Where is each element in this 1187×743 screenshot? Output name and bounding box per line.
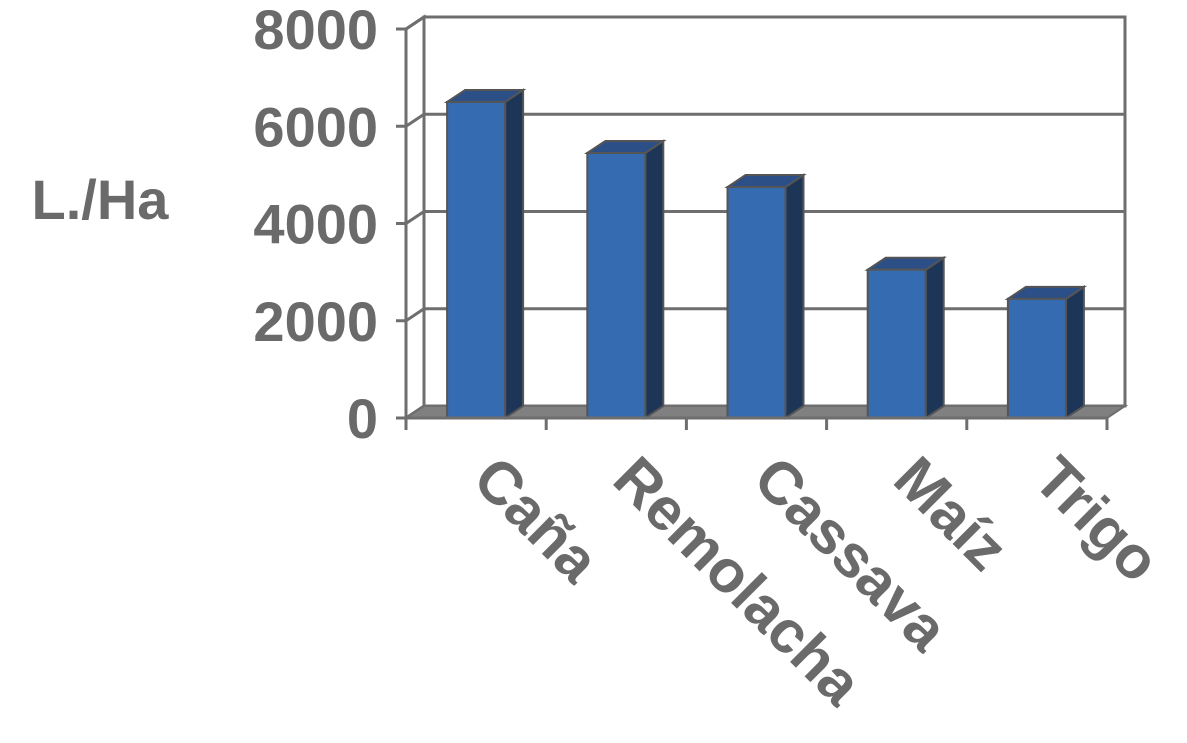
y-tick-label: 6000 bbox=[253, 95, 378, 158]
bar bbox=[724, 173, 807, 420]
x-tick-label: Caña bbox=[461, 444, 613, 596]
bar-front bbox=[446, 100, 507, 419]
y-tick-label: 0 bbox=[347, 387, 378, 450]
bar-side bbox=[924, 255, 945, 420]
bars bbox=[443, 88, 1088, 420]
bar bbox=[864, 255, 948, 420]
bar-side bbox=[784, 173, 805, 420]
x-tick-label: Trigo bbox=[1022, 444, 1173, 595]
bar-front bbox=[586, 151, 647, 419]
y-axis-label: L./Ha bbox=[32, 168, 170, 231]
y-tick-labels: 0 2000 4000 6000 8000 bbox=[253, 0, 378, 450]
bar-front bbox=[726, 186, 787, 419]
y-tick-label: 4000 bbox=[253, 193, 378, 256]
y-tick-label: 2000 bbox=[253, 290, 378, 353]
bar-front bbox=[866, 268, 927, 419]
bar-side bbox=[644, 139, 665, 420]
bar-side bbox=[1064, 285, 1085, 420]
bar bbox=[1004, 285, 1088, 420]
axes bbox=[396, 27, 1109, 430]
bar-side bbox=[504, 88, 525, 420]
gridline-diagonal bbox=[405, 15, 425, 31]
gridline-diagonal bbox=[405, 307, 425, 322]
y-tick-label: 8000 bbox=[253, 0, 378, 61]
bar bbox=[583, 139, 667, 420]
gridline-diagonal bbox=[405, 113, 425, 128]
gridline-diagonal bbox=[405, 210, 425, 225]
bar-front bbox=[1006, 297, 1067, 419]
bar bbox=[443, 88, 527, 420]
